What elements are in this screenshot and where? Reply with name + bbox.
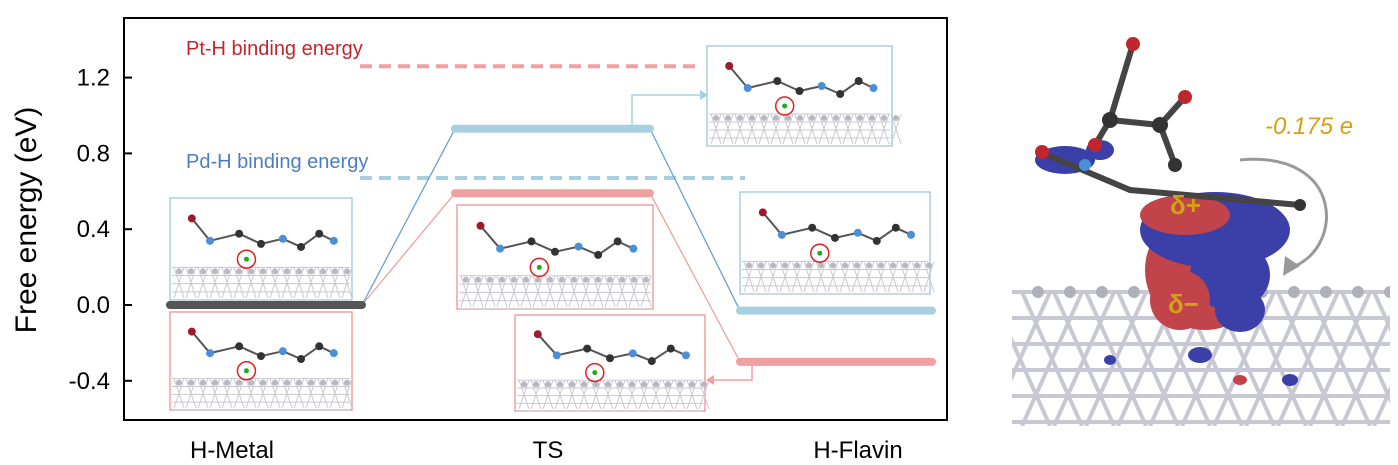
plot-frame: [123, 17, 948, 421]
structure-insets: [169, 45, 935, 412]
delta-plus-label: δ+: [1170, 190, 1201, 220]
energy-levels: [166, 124, 936, 366]
reference-line-label: Pd-H binding energy: [186, 151, 368, 173]
charge-lobes: [1035, 140, 1298, 386]
y-tick-label: 1.2: [77, 65, 110, 92]
inset-pd-h-metal: [169, 197, 353, 301]
inset-pd-ts: [706, 45, 902, 147]
inset-pt-ts: [456, 204, 654, 310]
x-axis-ticks: H-Metal TS H-Flavin: [190, 437, 903, 464]
y-axis-ticks: -0.4 0.0 0.4 0.8 1.2: [69, 65, 132, 395]
inset-pt-h-flavin: [514, 314, 710, 412]
charge-density-panel: [1012, 37, 1390, 426]
y-axis-label: Free energy (eV): [10, 107, 43, 334]
connector-line: [361, 192, 456, 306]
delta-minus-label: δ−: [1168, 289, 1199, 319]
x-tick-label: H-Metal: [190, 437, 274, 464]
inset-pd-h-flavin: [739, 191, 935, 295]
x-tick-label: H-Flavin: [813, 437, 902, 464]
connector-line: [649, 192, 741, 363]
reference-lines: Pt-H binding energy Pd-H binding energy: [186, 38, 745, 181]
y-tick-label: 0.8: [77, 140, 110, 167]
pathway-connectors: [361, 128, 741, 363]
molecule-atoms: [1035, 37, 1306, 211]
charge-transfer-arrow: [1239, 157, 1328, 270]
x-tick-label: TS: [533, 437, 564, 464]
molecule-sticks: [1037, 41, 1303, 208]
inset-arrows: [631, 90, 753, 385]
y-tick-label: 0.4: [77, 216, 110, 243]
y-tick-label: -0.4: [69, 368, 110, 395]
connector-line: [361, 128, 456, 306]
charge-transfer-label: -0.175 e: [1265, 113, 1353, 140]
connector-line: [649, 128, 741, 311]
reference-line-label: Pt-H binding energy: [186, 38, 363, 60]
y-tick-label: 0.0: [77, 292, 110, 319]
inset-pt-h-metal: [169, 311, 353, 411]
